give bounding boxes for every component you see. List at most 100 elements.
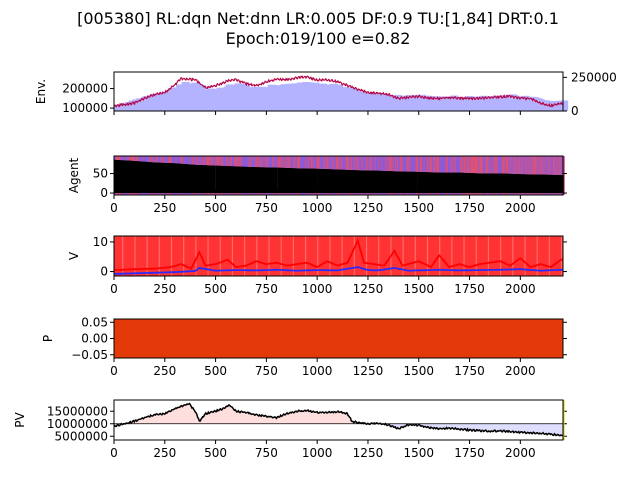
y-tick-label: 10: [93, 235, 108, 249]
x-tick-label: 2000: [505, 282, 536, 296]
y2-tick-label: 0: [571, 104, 579, 118]
holding-bar: [167, 163, 169, 194]
value-stripe: [122, 236, 124, 276]
price-line-overlay: [113, 75, 563, 108]
axes-frame: [113, 318, 564, 359]
value-stripe: [487, 236, 490, 276]
value-stripe: [414, 236, 416, 276]
value-stripe: [280, 236, 282, 276]
value-stripe: [183, 236, 185, 276]
holding-bar: [466, 173, 468, 194]
x-tick-label: 2000: [505, 446, 536, 460]
y-axis-label: P: [41, 335, 55, 342]
y-tick-label: 5000000: [55, 429, 108, 443]
y-tick-label: 100000: [62, 101, 108, 115]
holding-bar: [554, 174, 556, 194]
value-stripe: [451, 236, 453, 276]
holding-bar: [240, 166, 242, 194]
value-stripe: [365, 236, 368, 276]
y-tick-label: −0.05: [71, 348, 108, 362]
holding-bar: [221, 165, 223, 194]
value-stripe: [268, 236, 270, 276]
holding-bar: [341, 169, 343, 194]
holding-bar: [444, 172, 446, 194]
holding-bar: [385, 171, 387, 194]
holding-bar: [269, 167, 271, 194]
holding-bar: [423, 172, 425, 194]
holding-bar: [548, 174, 550, 194]
value-stripe: [426, 236, 429, 276]
x-tick-label: 1750: [454, 446, 485, 460]
y-tick-label: 50: [93, 167, 108, 181]
x-tick-label: 2000: [505, 364, 536, 378]
holding-bar: [406, 171, 409, 194]
holding-bars: [114, 159, 564, 194]
value-stripe: [256, 236, 258, 276]
holding-bar: [261, 167, 263, 194]
holding-bar: [508, 173, 510, 194]
x-tick-label: 1250: [353, 282, 384, 296]
value-stripe: [353, 236, 355, 276]
y-tick-label: 0: [100, 265, 108, 279]
x-tick-label: 750: [255, 446, 278, 460]
value-stripe: [170, 236, 173, 276]
value_red-line: [113, 237, 563, 271]
x-tick-label: 0: [110, 201, 118, 215]
holding-bar: [404, 171, 407, 194]
holding-bar: [440, 172, 442, 194]
holding-bar: [199, 165, 201, 194]
x-tick-label: 750: [255, 282, 278, 296]
holding-bar: [273, 167, 275, 194]
y-axis-label: Env.: [34, 79, 48, 104]
axes-frame: [113, 235, 564, 277]
x-tick-label: 0: [110, 282, 118, 296]
holding-bar: [353, 170, 355, 194]
holding-bar: [525, 174, 527, 194]
holding-bar: [545, 174, 547, 194]
holding-bar: [136, 161, 138, 194]
pv-line: [113, 402, 563, 437]
y-tick-label: 15000000: [47, 404, 108, 418]
holding-bar: [280, 167, 282, 194]
holding-bar: [191, 164, 193, 194]
x-tick-label: 1500: [403, 201, 434, 215]
value-stripe: [231, 236, 234, 276]
env-panel: 100000 200000 Env. 0 250000: [34, 70, 617, 118]
holding-bar: [357, 170, 360, 194]
holding-bar: [454, 172, 457, 194]
value-stripe: [402, 236, 404, 276]
value-stripe: [207, 236, 209, 276]
y-axis-label: PV: [13, 411, 27, 427]
holding-bar: [416, 171, 418, 194]
holding-bar: [464, 172, 466, 194]
y-axis-label: V: [67, 251, 81, 260]
y-tick-label: 0.00: [81, 332, 108, 346]
holding-bar: [406, 171, 408, 194]
holding-bar: [502, 173, 504, 194]
x-tick-label: 500: [204, 201, 227, 215]
x-tick-label: 1250: [353, 364, 384, 378]
value-stripe: [317, 236, 319, 276]
x-tick-label: 1500: [403, 282, 434, 296]
value-stripe: [463, 236, 465, 276]
x-tick-label: 1500: [403, 446, 434, 460]
holding-bar: [551, 174, 553, 194]
x-tick-label: 250: [153, 364, 176, 378]
policy-panel: 0.05 0.00 −0.050 250 500 750 1000 1250 1500 1750 2…: [41, 315, 567, 378]
value-stripe: [524, 236, 526, 276]
y-tick-label: 0: [100, 186, 108, 200]
x-tick-label: 1750: [454, 282, 485, 296]
holding-bar: [220, 165, 223, 194]
holding-bar: [119, 160, 121, 194]
holding-bar: [495, 173, 497, 194]
holding-bar: [467, 173, 470, 194]
holding-bar: [153, 162, 155, 194]
y-tick-label: 10000000: [47, 417, 108, 431]
holding-bar: [401, 171, 403, 194]
holding-bar: [307, 168, 310, 194]
holding-bar: [350, 170, 352, 194]
x-tick-label: 2000: [505, 201, 536, 215]
value-stripe: [134, 236, 136, 276]
